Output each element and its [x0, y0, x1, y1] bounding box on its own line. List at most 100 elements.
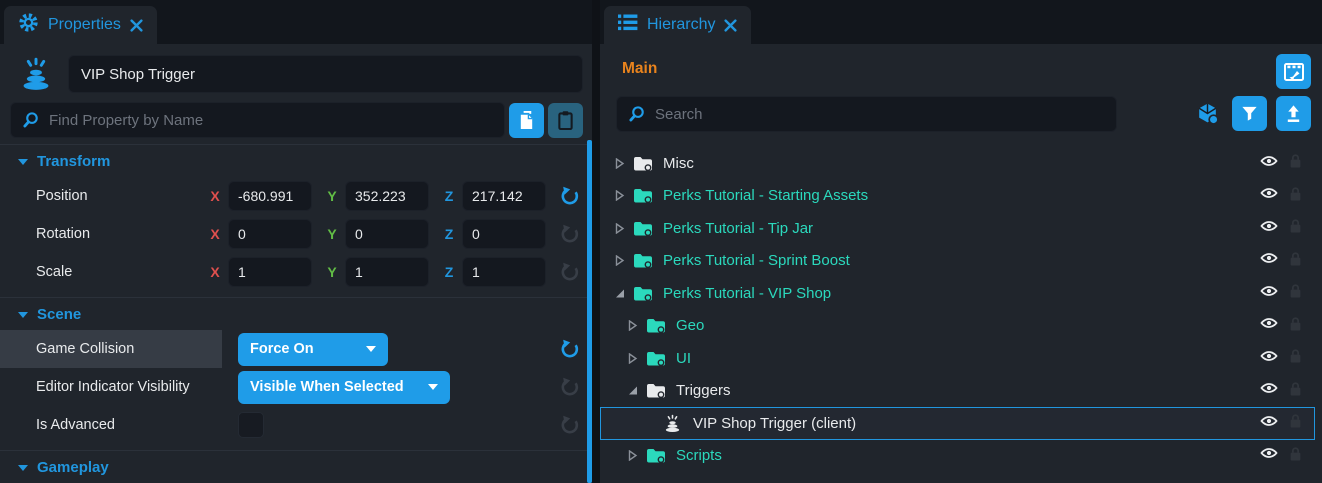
tree-item-label[interactable]: UI: [676, 349, 691, 367]
tree-row-vip-shop-trigger[interactable]: VIP Shop Trigger (client): [600, 407, 1315, 440]
tree-row-vip-shop[interactable]: Perks Tutorial - VIP Shop: [600, 277, 1315, 310]
chevron-down-icon: [428, 384, 438, 390]
tab-hierarchy[interactable]: Hierarchy: [604, 6, 752, 44]
lock-icon[interactable]: [1288, 445, 1303, 467]
editor-indicator-visibility-row: Editor Indicator Visibility Visible When…: [0, 368, 592, 406]
position-x-input[interactable]: [228, 181, 312, 211]
position-z-input[interactable]: [462, 181, 546, 211]
tree-item-label[interactable]: Perks Tutorial - VIP Shop: [663, 284, 832, 302]
tree-item-label[interactable]: Geo: [676, 317, 705, 335]
chevron-expanded-icon[interactable]: [615, 288, 633, 299]
root-scene-label[interactable]: Main: [622, 60, 658, 77]
property-label: Scale: [36, 264, 73, 280]
chevron-right-icon[interactable]: [628, 352, 646, 364]
eye-icon[interactable]: [1259, 380, 1279, 401]
eye-icon[interactable]: [1259, 185, 1279, 206]
property-label[interactable]: Editor Indicator Visibility: [36, 379, 190, 395]
filter-button[interactable]: [1232, 96, 1267, 131]
properties-body: Transform Position X Y Z: [0, 44, 592, 483]
eye-icon[interactable]: [1259, 283, 1279, 304]
position-row: Position X Y Z: [0, 177, 592, 215]
section-scene-header[interactable]: Scene: [0, 298, 592, 330]
property-label[interactable]: Is Advanced: [36, 417, 115, 433]
property-label: Position: [36, 188, 88, 204]
lock-icon[interactable]: [1288, 217, 1303, 239]
export-button[interactable]: [1276, 96, 1311, 131]
scale-y-input[interactable]: [345, 257, 429, 287]
chevron-right-icon[interactable]: [628, 320, 646, 332]
vertical-scrollbar[interactable]: [587, 140, 592, 483]
tree-row-tip-jar[interactable]: Perks Tutorial - Tip Jar: [600, 212, 1315, 245]
position-y-input[interactable]: [345, 181, 429, 211]
scenes-button[interactable]: [1276, 54, 1311, 89]
tree-item-label[interactable]: Perks Tutorial - Tip Jar: [663, 219, 814, 237]
tab-properties[interactable]: Properties: [4, 6, 157, 44]
lock-icon[interactable]: [1288, 347, 1303, 369]
eye-icon[interactable]: [1259, 250, 1279, 271]
tree-row-starting-assets[interactable]: Perks Tutorial - Starting Assets: [600, 180, 1315, 213]
hierarchy-panel: Hierarchy Main: [600, 0, 1322, 483]
panel-resize-handle[interactable]: [592, 0, 600, 483]
chevron-right-icon[interactable]: [615, 222, 633, 234]
tree-item-label[interactable]: Triggers: [676, 382, 731, 400]
lock-icon[interactable]: [1288, 152, 1303, 174]
lock-icon[interactable]: [1288, 282, 1303, 304]
tree-row-scripts[interactable]: Scripts: [600, 440, 1315, 473]
property-search-input[interactable]: [11, 103, 504, 137]
tree-row-misc[interactable]: Misc: [600, 147, 1315, 180]
eye-icon[interactable]: [1259, 348, 1279, 369]
tree-row-geo[interactable]: Geo: [600, 310, 1315, 343]
tree-row-ui[interactable]: UI: [600, 342, 1315, 375]
reset-rotation-button: [560, 224, 580, 244]
tree-item-label[interactable]: Scripts: [676, 447, 722, 465]
is-advanced-checkbox[interactable]: [238, 412, 264, 438]
rotation-z-input[interactable]: [462, 219, 546, 249]
editor-indicator-visibility-dropdown[interactable]: Visible When Selected: [238, 370, 450, 404]
eye-icon[interactable]: [1259, 445, 1279, 466]
axis-y-label: Y: [327, 226, 337, 242]
chevron-right-icon[interactable]: [628, 450, 646, 462]
eye-icon[interactable]: [1259, 218, 1279, 239]
reset-editor-indicator-button: [560, 377, 580, 397]
tree-row-triggers[interactable]: Triggers: [600, 375, 1315, 408]
tree-item-label[interactable]: Perks Tutorial - Sprint Boost: [663, 252, 850, 270]
lock-icon[interactable]: [1288, 250, 1303, 272]
eye-icon[interactable]: [1259, 315, 1279, 336]
rotation-y-input[interactable]: [345, 219, 429, 249]
lock-icon[interactable]: [1288, 380, 1303, 402]
property-label: Rotation: [36, 226, 91, 242]
chevron-right-icon[interactable]: [615, 190, 633, 202]
section-transform-header[interactable]: Transform: [0, 145, 592, 177]
chevron-right-icon[interactable]: [615, 255, 633, 267]
close-icon[interactable]: [724, 18, 738, 32]
property-label[interactable]: Game Collision: [0, 330, 222, 368]
copy-properties-button[interactable]: [509, 102, 544, 138]
hierarchy-tree: Misc Perks Tutorial - Starting Assets: [600, 147, 1322, 472]
close-icon[interactable]: [130, 18, 143, 32]
section-gameplay-header[interactable]: Gameplay: [0, 451, 592, 483]
hierarchy-search: [616, 96, 1117, 132]
chevron-expanded-icon[interactable]: [628, 385, 646, 396]
lock-icon[interactable]: [1288, 412, 1303, 434]
game-collision-dropdown[interactable]: Force On: [238, 332, 388, 366]
hierarchy-search-input[interactable]: [617, 97, 1116, 131]
paste-properties-button[interactable]: [548, 102, 583, 138]
scale-z-input[interactable]: [462, 257, 546, 287]
eye-icon[interactable]: [1259, 413, 1279, 434]
folder-icon: [633, 187, 654, 204]
tree-row-sprint-boost[interactable]: Perks Tutorial - Sprint Boost: [600, 245, 1315, 278]
lock-icon[interactable]: [1288, 185, 1303, 207]
object-mode-cube-icon[interactable]: [1195, 101, 1220, 126]
reset-position-button[interactable]: [560, 186, 580, 206]
scale-x-input[interactable]: [228, 257, 312, 287]
tree-item-label[interactable]: Perks Tutorial - Starting Assets: [663, 187, 869, 205]
eye-icon[interactable]: [1259, 153, 1279, 174]
tree-item-label[interactable]: Misc: [663, 154, 694, 172]
reset-game-collision-button[interactable]: [560, 339, 580, 359]
rotation-x-input[interactable]: [228, 219, 312, 249]
axis-z-label: Z: [444, 226, 454, 242]
object-name-field[interactable]: [68, 55, 583, 93]
lock-icon[interactable]: [1288, 315, 1303, 337]
chevron-right-icon[interactable]: [615, 157, 633, 169]
tree-item-label[interactable]: VIP Shop Trigger (client): [693, 414, 857, 432]
